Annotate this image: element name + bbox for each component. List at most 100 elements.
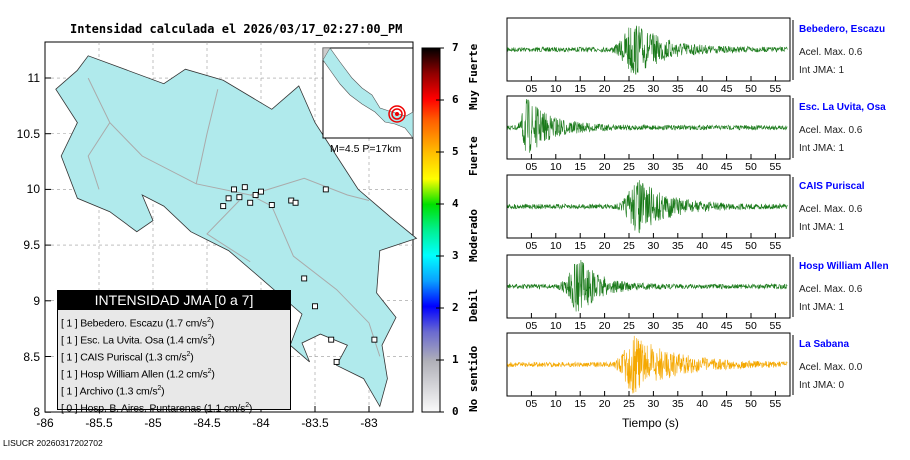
station-name: La Sabana bbox=[799, 339, 850, 350]
colorbar-category-label: Debil bbox=[467, 288, 480, 322]
station-name: Hosp William Allen bbox=[799, 261, 889, 272]
time-tick-label: 35 bbox=[671, 240, 684, 252]
time-tick-label: 20 bbox=[598, 320, 611, 332]
time-tick-label: 40 bbox=[696, 161, 709, 173]
lat-tick-label: 9 bbox=[33, 293, 40, 308]
time-tick-label: 10 bbox=[549, 320, 562, 332]
time-tick-label: 45 bbox=[720, 398, 733, 410]
inset-magnitude-depth: M=4.5 P=17km bbox=[330, 143, 402, 155]
lon-tick-label: -84.5 bbox=[193, 416, 221, 430]
time-tick-label: 20 bbox=[598, 83, 611, 95]
time-tick-label: 10 bbox=[549, 161, 562, 173]
time-tick-label: 30 bbox=[647, 240, 660, 252]
station-marker bbox=[371, 336, 378, 343]
time-tick-label: 20 bbox=[598, 240, 611, 252]
time-tick-label: 20 bbox=[598, 161, 611, 173]
time-tick-label: 55 bbox=[769, 83, 782, 95]
station-max-accel: Acel. Max. 0.6 bbox=[799, 125, 863, 136]
time-tick-label: 40 bbox=[696, 240, 709, 252]
lon-tick-label: -86 bbox=[36, 416, 54, 430]
waveform-trace bbox=[507, 335, 788, 394]
time-tick-label: 30 bbox=[647, 83, 660, 95]
waveform-trace bbox=[507, 25, 788, 75]
time-tick-label: 15 bbox=[574, 161, 587, 173]
colorbar-category-label: No sentido bbox=[467, 345, 480, 412]
time-tick-label: 45 bbox=[720, 240, 733, 252]
legend-intensity: [ 1 ] bbox=[61, 351, 78, 364]
legend-exponent: 2 bbox=[207, 334, 212, 341]
legend-title: INTENSIDAD JMA [0 a 7] bbox=[58, 291, 290, 310]
time-tick-label: 55 bbox=[769, 320, 782, 332]
time-tick-label: 55 bbox=[769, 161, 782, 173]
station-marker bbox=[333, 358, 340, 365]
station-jma-intensity: Int JMA: 1 bbox=[799, 65, 845, 76]
time-tick-label: 40 bbox=[696, 320, 709, 332]
time-tick-label: 25 bbox=[623, 161, 635, 173]
colorbar-category-label: Fuerte bbox=[467, 136, 480, 176]
station-name: CAIS Puriscal bbox=[799, 181, 865, 192]
time-tick-label: 05 bbox=[525, 240, 538, 252]
time-tick-label: 30 bbox=[647, 320, 660, 332]
time-tick-label: 50 bbox=[745, 398, 757, 410]
lon-tick-label: -85 bbox=[144, 416, 162, 430]
legend-row: [ 1 ] Archivo (1.3 cm/s2) bbox=[61, 385, 165, 398]
time-tick-label: 05 bbox=[525, 161, 538, 173]
time-tick-label: 50 bbox=[745, 320, 757, 332]
lat-tick-label: 11 bbox=[27, 71, 40, 85]
lat-tick-label: 10 bbox=[26, 182, 40, 197]
lon-tick-label: -85.5 bbox=[85, 416, 113, 430]
station-max-accel: Acel. Max. 0.0 bbox=[799, 362, 863, 373]
time-tick-label: 40 bbox=[696, 83, 709, 95]
station-marker bbox=[220, 203, 227, 210]
legend-station: Hosp William Allen bbox=[80, 368, 164, 381]
time-tick-label: 30 bbox=[647, 398, 660, 410]
station-marker bbox=[322, 186, 329, 193]
station-max-accel: Acel. Max. 0.6 bbox=[799, 284, 863, 295]
legend-accel: (1.4 cm/s bbox=[166, 334, 208, 347]
lat-tick-label: 8.5 bbox=[23, 349, 40, 364]
time-tick-label: 35 bbox=[671, 83, 684, 95]
legend-accel: (1.1 cm/s bbox=[203, 402, 246, 415]
station-marker bbox=[268, 202, 275, 208]
x-axis-label: Tiempo (s) bbox=[622, 416, 679, 430]
time-tick-label: 25 bbox=[623, 398, 635, 410]
waveform-trace bbox=[507, 180, 788, 234]
station-marker bbox=[252, 192, 259, 198]
time-tick-label: 10 bbox=[549, 83, 562, 95]
time-tick-label: 35 bbox=[671, 320, 684, 332]
time-tick-label: 55 bbox=[769, 240, 782, 252]
station-marker bbox=[312, 303, 318, 310]
station-name: Esc. La Uvita, Osa bbox=[799, 102, 886, 113]
legend-exponent: 2 bbox=[186, 351, 191, 358]
colorbar-category-label: Muy Fuerte bbox=[467, 43, 480, 110]
station-jma-intensity: Int JMA: 1 bbox=[799, 302, 845, 313]
epicenter-ring-icon bbox=[388, 105, 406, 123]
time-tick-label: 05 bbox=[525, 320, 538, 332]
lon-tick-label: -83.5 bbox=[301, 416, 329, 430]
colorbar-category-label: Moderado bbox=[467, 209, 480, 262]
station-markers bbox=[220, 184, 378, 365]
time-tick-label: 05 bbox=[525, 83, 538, 95]
time-tick-label: 30 bbox=[647, 161, 660, 173]
station-marker bbox=[241, 184, 248, 191]
station-marker bbox=[236, 194, 243, 201]
legend-accel: (1.7 cm/s bbox=[165, 317, 208, 330]
time-tick-label: 35 bbox=[671, 161, 684, 173]
station-marker bbox=[258, 188, 264, 195]
station-max-accel: Acel. Max. 0.6 bbox=[799, 47, 863, 58]
legend-intensity: [ 1 ] bbox=[61, 385, 78, 398]
lat-tick-label: 8 bbox=[33, 405, 40, 420]
lon-tick-label: -84 bbox=[252, 416, 270, 430]
station-max-accel: Acel. Max. 0.6 bbox=[799, 204, 863, 215]
station-marker bbox=[225, 195, 232, 202]
time-tick-label: 10 bbox=[549, 240, 562, 252]
legend-station: Archivo bbox=[79, 385, 114, 398]
costa-rica-land bbox=[55, 55, 418, 408]
station-marker bbox=[247, 199, 254, 206]
station-jma-intensity: Int JMA: 1 bbox=[799, 143, 845, 154]
time-tick-label: 45 bbox=[720, 320, 733, 332]
legend-accel: (1.3 cm/s bbox=[116, 385, 158, 398]
time-tick-label: 45 bbox=[720, 161, 733, 173]
